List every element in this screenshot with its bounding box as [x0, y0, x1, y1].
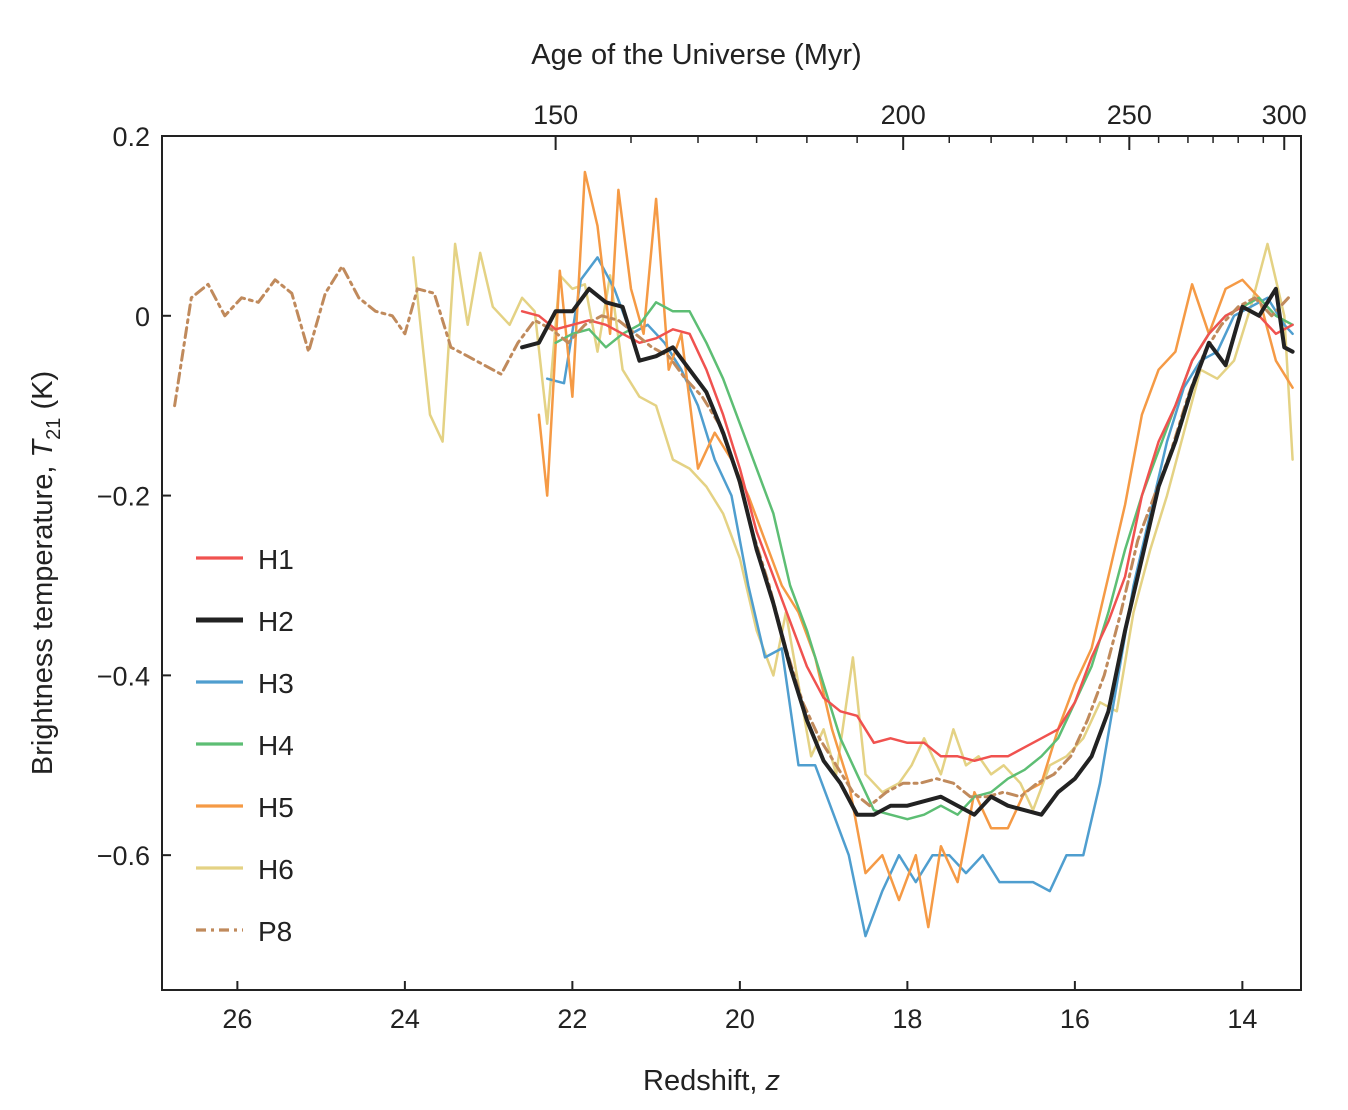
- plot-lines: [173, 170, 1295, 938]
- y-tick-label: −0.2: [97, 482, 150, 512]
- series-line-h3: [545, 256, 1294, 938]
- x-axis-title: Redshift, z: [643, 1065, 781, 1097]
- top-tick-label: 300: [1262, 100, 1307, 130]
- top-tick-label: 250: [1107, 100, 1152, 130]
- x-tick-label: 24: [390, 1004, 420, 1034]
- series-line-h4: [554, 296, 1294, 821]
- series-line-h5: [537, 170, 1294, 929]
- x-tick-label: 14: [1227, 1004, 1257, 1034]
- series-line-h2: [520, 286, 1295, 817]
- legend: H1 H2 H3 H4 H5 H6 P8: [196, 544, 294, 947]
- legend-label-p8: P8: [258, 916, 292, 947]
- series-line-h1: [520, 305, 1294, 763]
- legend-label-h3: H3: [258, 668, 294, 699]
- x-tick-label: 22: [557, 1004, 587, 1034]
- legend-label-h5: H5: [258, 792, 294, 823]
- legend-label-h4: H4: [258, 730, 294, 761]
- y-tick-label: −0.6: [97, 841, 150, 871]
- legend-label-h6: H6: [258, 854, 294, 885]
- top-tick-label: 150: [533, 100, 578, 130]
- ticks: [162, 135, 1286, 990]
- x-tick-label: 26: [222, 1004, 252, 1034]
- plot-frame: [161, 135, 1302, 991]
- legend-label-h1: H1: [258, 544, 294, 575]
- top-tick-label: 200: [881, 100, 926, 130]
- tick-labels: 26 24 22 20 18 16 14 0.2 0 −0.2 −0.4 −0.6 150 200 250 3…: [97, 100, 1307, 1034]
- y-tick-label: 0: [135, 302, 150, 332]
- legend-label-h2: H2: [258, 606, 294, 637]
- y-tick-label: −0.4: [97, 661, 150, 691]
- x-tick-label: 18: [892, 1004, 922, 1034]
- y-axis-title: Brightness temperature, T21 (K): [27, 371, 65, 775]
- x-tick-label: 16: [1060, 1004, 1090, 1034]
- x-tick-label: 20: [725, 1004, 755, 1034]
- y-tick-label: 0.2: [112, 122, 150, 152]
- top-axis-title: Age of the Universe (Myr): [531, 39, 861, 71]
